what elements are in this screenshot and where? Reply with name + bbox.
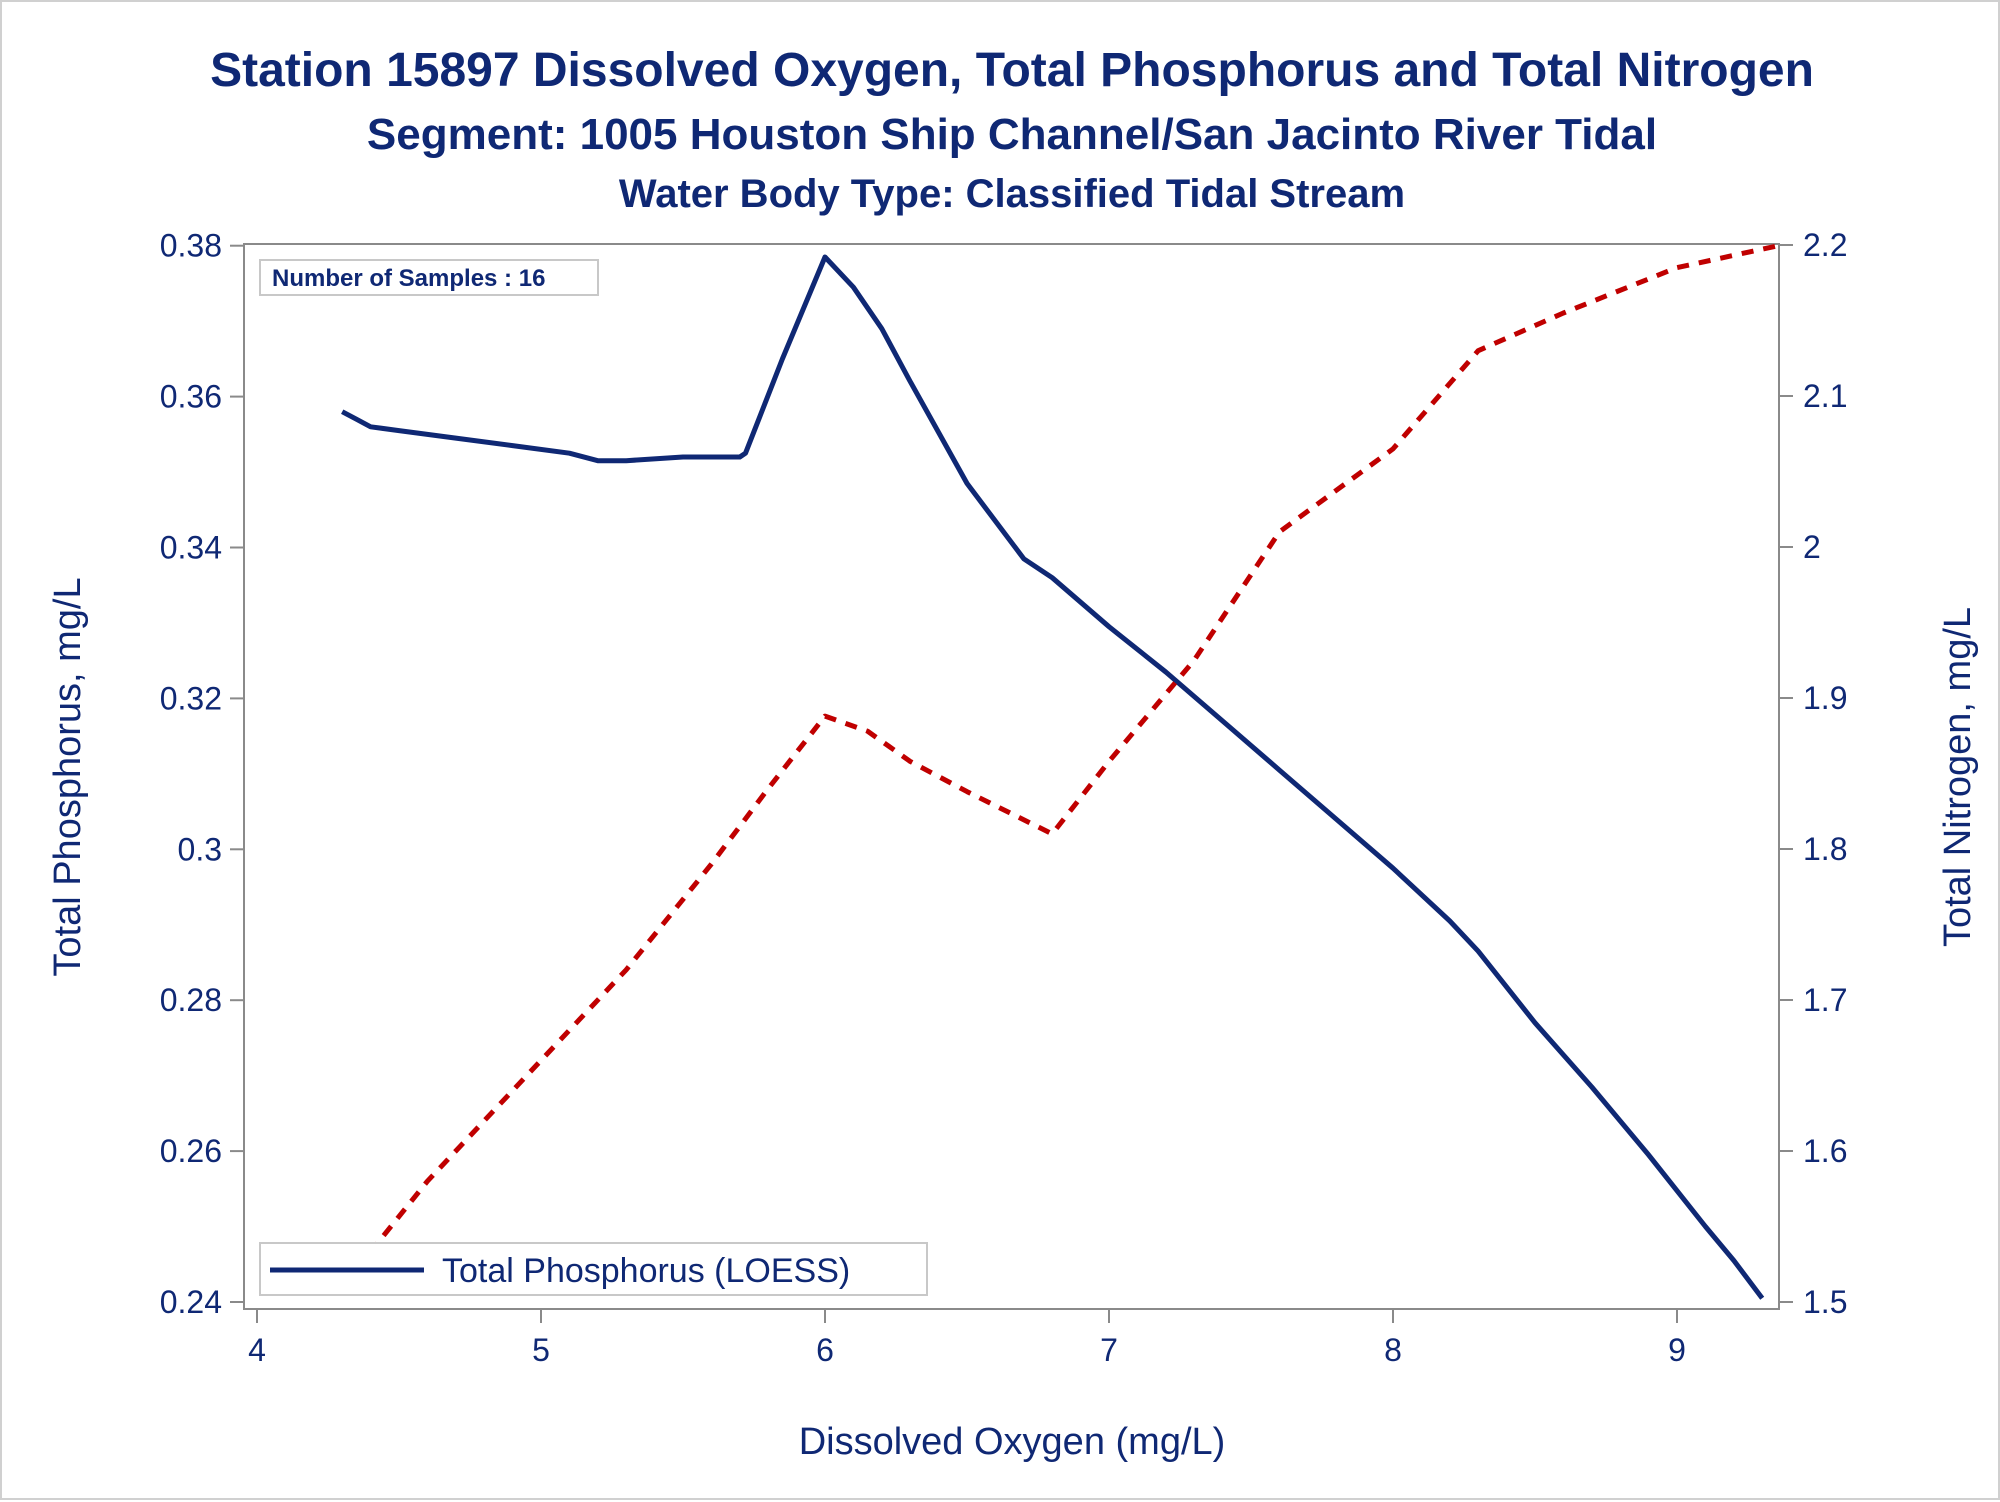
x-axis-label: Dissolved Oxygen (mg/L)	[799, 1421, 1226, 1463]
x-tick-label: 7	[1100, 1332, 1118, 1368]
chart-title: Station 15897 Dissolved Oxygen, Total Ph…	[210, 44, 1814, 97]
plot-area	[243, 243, 1780, 1310]
y-right-tick-label: 1.7	[1803, 982, 1847, 1018]
y-right-tick-label: 2.1	[1803, 378, 1847, 414]
chart-subtitle: Segment: 1005 Houston Ship Channel/San J…	[367, 110, 1657, 159]
sample-count-note: Number of Samples : 16	[259, 259, 599, 296]
legend: Total Phosphorus (LOESS)	[259, 1242, 928, 1296]
y-left-tick-label: 0.36	[160, 379, 222, 415]
y-right-tick-label: 2	[1803, 529, 1821, 565]
x-tick-label: 6	[816, 1332, 834, 1368]
y-axis-right-ticks: 1.5 1.6 1.7 1.8 1.9 2 2.1 2.2	[1779, 227, 1847, 1320]
legend-label-phosphorus: Total Phosphorus (LOESS)	[442, 1252, 850, 1290]
x-axis-ticks: 4 5 6 7 8 9	[248, 1309, 1686, 1368]
y-right-tick-label: 2.2	[1803, 227, 1847, 263]
sample-count-box	[259, 259, 599, 296]
sample-count-text: Number of Samples : 16	[272, 265, 545, 292]
y-axis-right-label: Total Nitrogen, mg/L	[1937, 607, 1979, 947]
y-left-tick-label: 0.28	[160, 982, 222, 1018]
y-right-tick-label: 1.5	[1803, 1284, 1847, 1320]
y-right-tick-label: 1.6	[1803, 1133, 1847, 1169]
x-tick-label: 9	[1668, 1332, 1686, 1368]
x-tick-label: 4	[248, 1332, 266, 1368]
y-left-tick-label: 0.32	[160, 680, 222, 716]
total-phosphorus-line	[341, 254, 1765, 1300]
x-tick-label: 5	[532, 1332, 550, 1368]
y-left-tick-label: 0.38	[160, 228, 222, 264]
series-layer	[340, 243, 1778, 1300]
y-right-tick-label: 1.8	[1803, 831, 1847, 867]
y-left-tick-label: 0.34	[160, 530, 222, 566]
y-left-tick-label: 0.3	[178, 831, 222, 867]
y-axis-left-label: Total Phosphorus, mg/L	[47, 577, 89, 976]
total-nitrogen-line	[340, 243, 1778, 1289]
x-tick-label: 8	[1384, 1332, 1402, 1368]
y-axis-left-ticks: 0.24 0.26 0.28 0.3 0.32 0.34 0.36 0.38	[160, 228, 244, 1320]
y-left-tick-label: 0.26	[160, 1133, 222, 1169]
y-left-tick-label: 0.24	[160, 1284, 222, 1320]
chart-subtitle-2: Water Body Type: Classified Tidal Stream	[619, 172, 1405, 216]
y-right-tick-label: 1.9	[1803, 680, 1847, 716]
